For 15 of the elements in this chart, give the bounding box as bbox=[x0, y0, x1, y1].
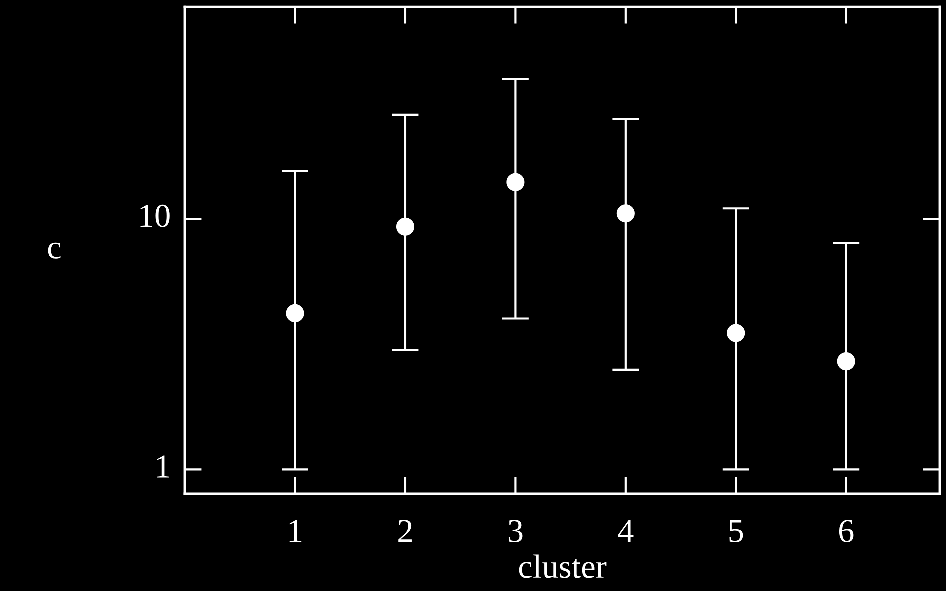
x-tick-label: 6 bbox=[839, 520, 854, 542]
point bbox=[286, 304, 304, 322]
point bbox=[837, 352, 856, 371]
x-tick-label: 5 bbox=[730, 520, 744, 542]
x-axis-title: cluster bbox=[519, 554, 607, 578]
x-tick-label: 3 bbox=[508, 520, 523, 542]
point bbox=[616, 204, 635, 223]
y-tick-label: 10 bbox=[140, 204, 170, 228]
point bbox=[727, 324, 746, 342]
point bbox=[506, 173, 525, 192]
y-axis-title: c bbox=[48, 242, 61, 259]
x-tick-label: 2 bbox=[398, 520, 412, 542]
x-tick-label: 1 bbox=[290, 520, 302, 542]
point bbox=[396, 218, 415, 236]
x-tick-label: 4 bbox=[618, 520, 634, 542]
